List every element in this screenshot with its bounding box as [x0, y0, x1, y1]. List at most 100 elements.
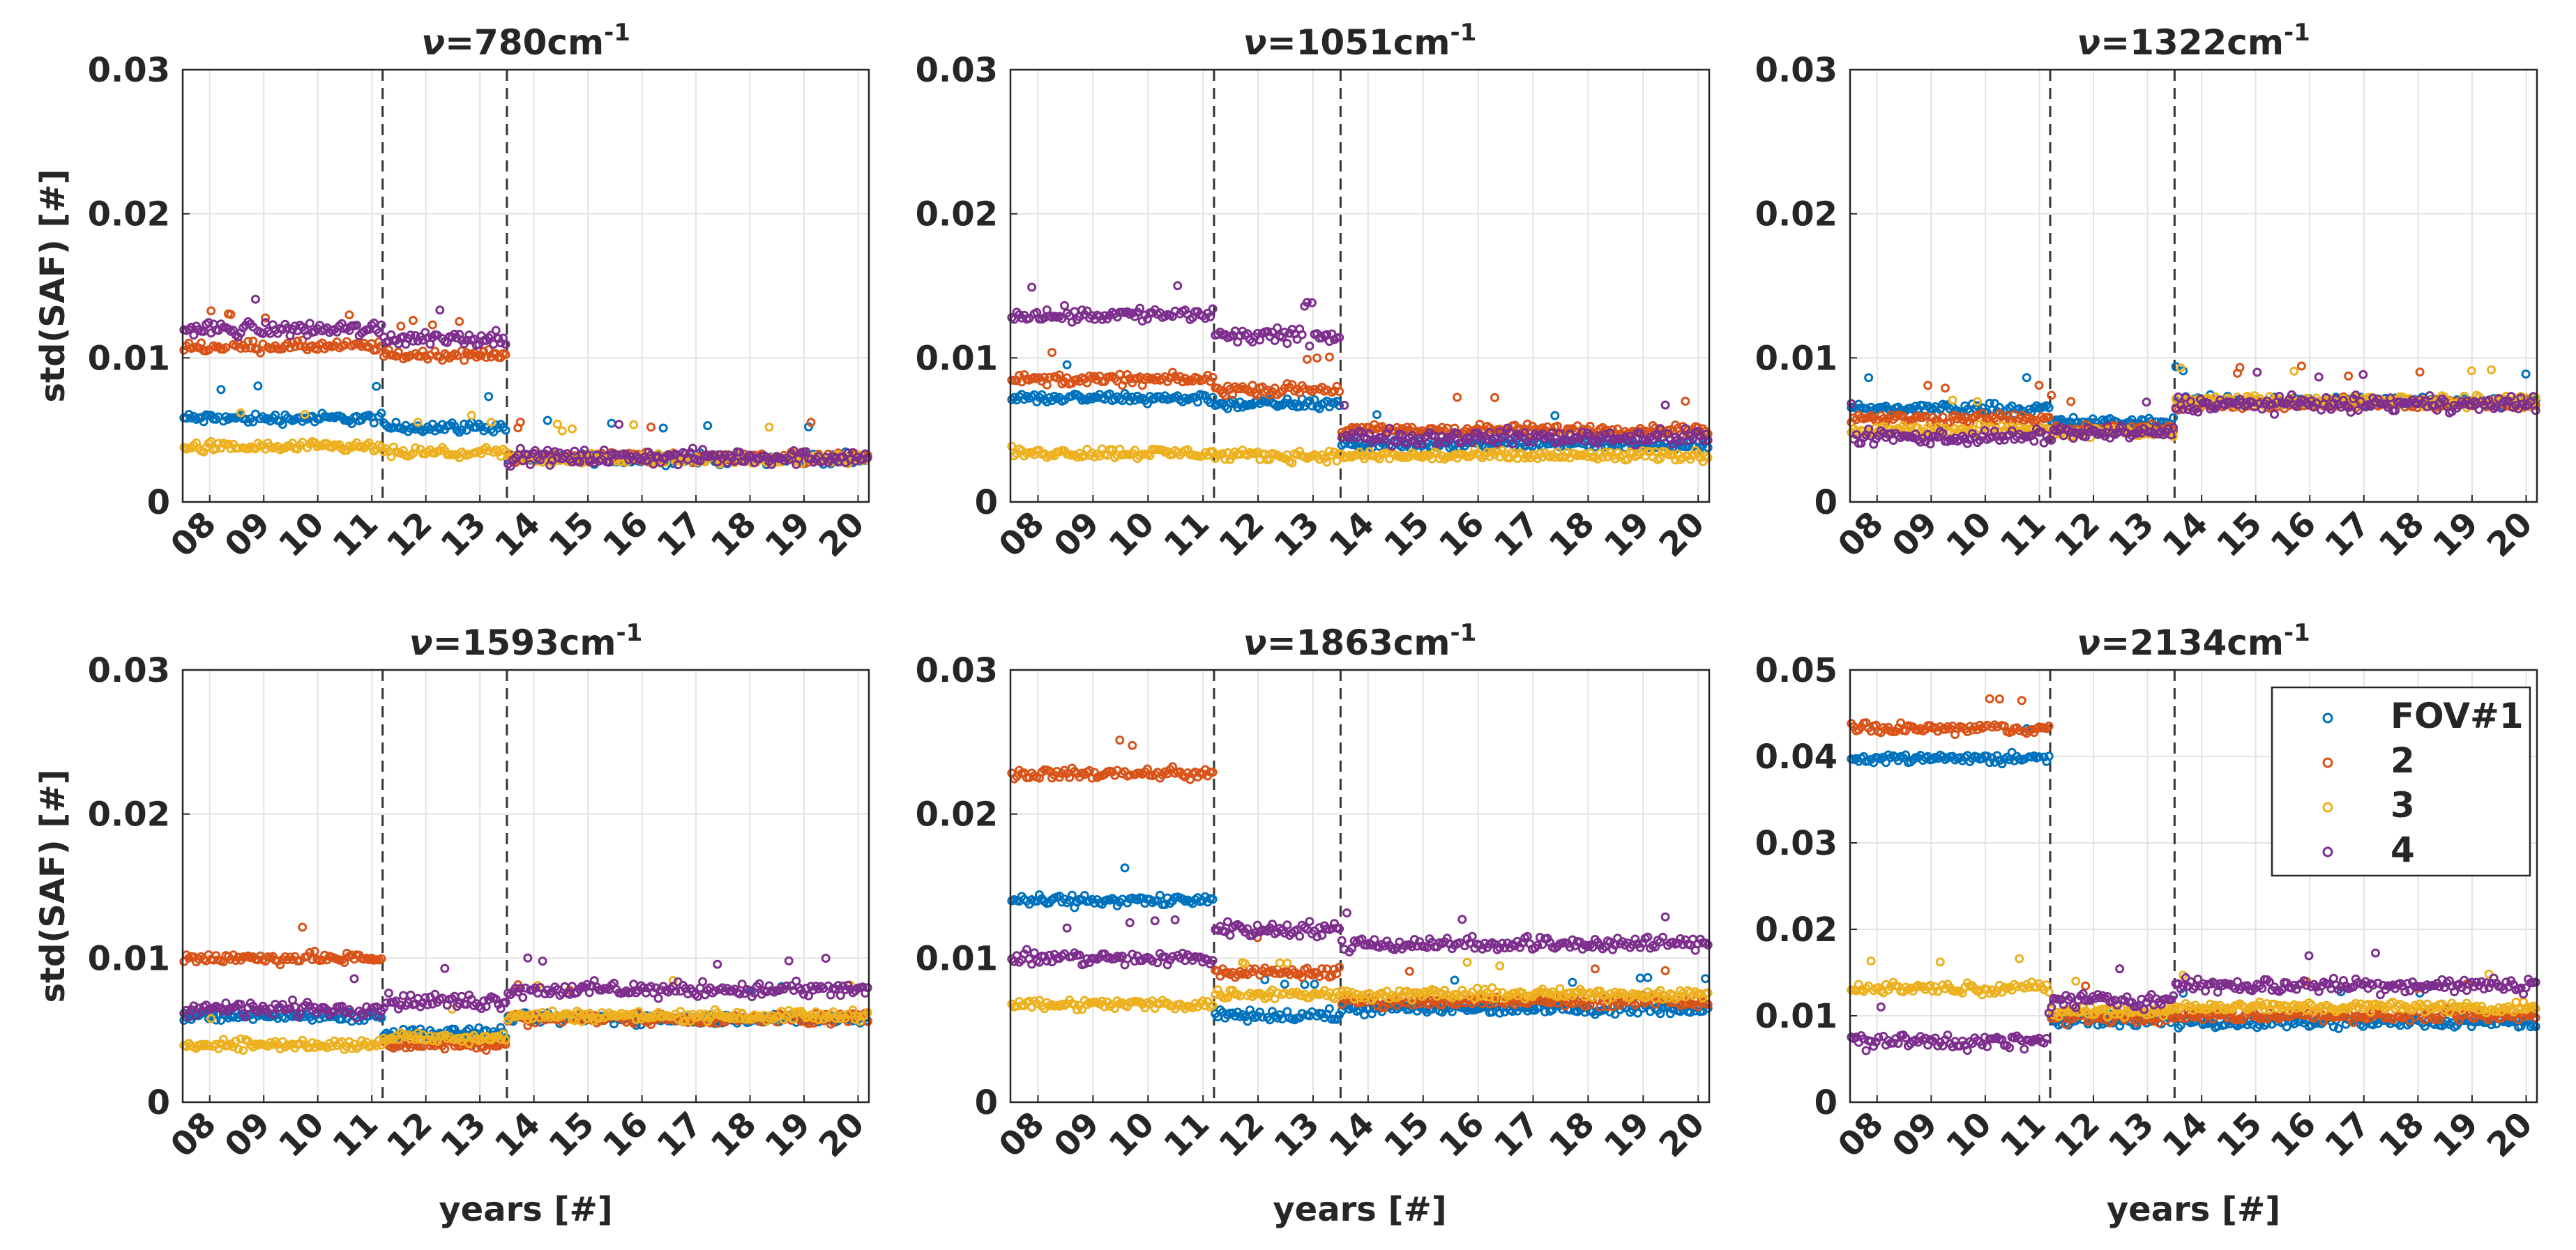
- data-point-fov2: [1208, 372, 1218, 382]
- data-point-fov2: [1335, 387, 1344, 397]
- panel-title: ν=780cm-1: [421, 19, 630, 63]
- y-tick-label: 0.03: [88, 51, 170, 90]
- x-tick-label: 08: [992, 504, 1052, 565]
- x-tick-label: 14: [2155, 504, 2215, 565]
- data-point-fov2: [221, 343, 231, 353]
- data-point-fov2: [501, 350, 510, 360]
- data-point-fov4: [305, 319, 315, 328]
- data-point-fov1: [1864, 373, 1874, 383]
- x-tick-label: 19: [1597, 1104, 1658, 1165]
- data-point-fov4: [349, 974, 359, 984]
- data-point-fov2: [2066, 397, 2076, 406]
- data-point-fov4: [1385, 424, 1394, 434]
- x-tick-label: 10: [1102, 504, 1162, 565]
- data-point-fov1: [278, 420, 287, 429]
- data-point-fov2: [1490, 392, 1499, 402]
- data-point-fov4: [204, 318, 213, 328]
- data-point-fov1: [1703, 443, 1713, 452]
- data-point-fov4: [614, 420, 624, 429]
- data-point-fov3: [2289, 366, 2299, 376]
- x-tick-label: 12: [2047, 504, 2107, 565]
- y-tick-label: 0.02: [88, 795, 170, 834]
- data-point-fov4: [2386, 393, 2395, 403]
- data-point-fov3: [236, 408, 245, 418]
- data-point-fov1: [2169, 413, 2179, 422]
- data-point-fov4: [2100, 432, 2110, 441]
- chart-panel-2: 0809101112131415161718192000.010.020.03ν…: [916, 19, 1713, 565]
- x-tick-label: 15: [1377, 504, 1437, 565]
- data-point-fov4: [2492, 402, 2501, 412]
- axes-box: [1009, 68, 1711, 503]
- data-point-fov4: [2365, 402, 2375, 411]
- x-tick-label: 17: [2317, 504, 2378, 565]
- data-point-fov1: [369, 418, 379, 428]
- data-point-fov4: [501, 340, 510, 349]
- x-tick-label: 10: [1102, 1104, 1162, 1165]
- data-point-fov2: [256, 348, 265, 358]
- data-point-fov3: [486, 418, 496, 427]
- y-tick-label: 0.03: [916, 651, 998, 690]
- data-point-fov4: [1467, 437, 1477, 447]
- axes-box: [1849, 68, 2538, 503]
- x-tick-label: 13: [2101, 504, 2162, 565]
- y-tick-label: 0: [147, 483, 170, 522]
- data-point-fov3: [557, 426, 567, 436]
- data-point-fov1: [1278, 1014, 1287, 1023]
- data-point-fov3: [1332, 456, 1342, 466]
- data-point-fov4: [515, 443, 525, 453]
- data-point-fov4: [641, 456, 651, 466]
- x-tick-label: 08: [1831, 504, 1891, 565]
- data-point-fov2: [1248, 381, 1257, 390]
- title-value: 780cm: [474, 22, 604, 63]
- data-point-fov2: [1978, 409, 1987, 418]
- x-tick-label: 18: [1542, 504, 1603, 565]
- data-point-fov1: [1550, 411, 1560, 420]
- data-point-fov4: [1851, 430, 1861, 439]
- data-point-fov2: [1923, 381, 1933, 390]
- data-point-fov1: [543, 416, 552, 425]
- data-point-fov3: [1287, 458, 1297, 468]
- panel-title: ν=1593cm-1: [409, 619, 643, 663]
- data-point-fov4: [435, 305, 445, 315]
- x-tick-label: 12: [1211, 504, 1272, 565]
- data-point-fov4: [720, 450, 729, 460]
- data-point-fov4: [1453, 429, 1462, 439]
- data-point-fov2: [2415, 367, 2425, 377]
- x-tick-label: 20: [812, 1104, 872, 1165]
- x-tick-label: 09: [1047, 1104, 1107, 1165]
- x-tick-label: 11: [325, 504, 386, 565]
- data-point-fov4: [2081, 432, 2091, 442]
- data-point-fov4: [2029, 436, 2039, 446]
- data-point-fov2: [481, 353, 491, 363]
- data-point-fov2: [1938, 412, 1948, 422]
- x-tick-label: 10: [1939, 504, 1999, 565]
- data-point-fov1: [1635, 973, 1645, 983]
- x-tick-label: 20: [2480, 504, 2540, 565]
- data-point-fov4: [735, 448, 745, 457]
- title-value: 1322cm: [2130, 22, 2284, 63]
- data-point-fov3: [1322, 457, 1332, 467]
- x-tick-label: 15: [1377, 1104, 1437, 1165]
- axes-box: [181, 669, 870, 1104]
- data-point-fov4: [2179, 404, 2188, 414]
- y-tick-label: 0.02: [1755, 195, 1838, 234]
- panel-title: ν=1051cm-1: [1243, 19, 1477, 63]
- data-point-fov4: [1273, 323, 1282, 333]
- x-tick-label: 16: [1432, 504, 1492, 565]
- data-point-fov4: [1270, 336, 1280, 345]
- data-point-fov2: [806, 418, 816, 427]
- data-point-fov1: [2521, 369, 2531, 379]
- title-symbol: ν=: [421, 22, 474, 63]
- x-tick-label: 13: [1266, 1104, 1327, 1165]
- data-point-fov1: [484, 392, 494, 402]
- y-tick-label: 0: [147, 1083, 170, 1122]
- data-point-fov3: [1007, 441, 1017, 451]
- data-point-fov2: [396, 321, 406, 331]
- data-point-fov4: [2425, 391, 2434, 400]
- data-point-fov4: [1630, 440, 1640, 450]
- data-point-fov1: [1208, 392, 1218, 402]
- x-tick-label: 08: [992, 1104, 1052, 1165]
- data-point-fov4: [261, 318, 271, 328]
- data-point-fov2: [248, 336, 258, 346]
